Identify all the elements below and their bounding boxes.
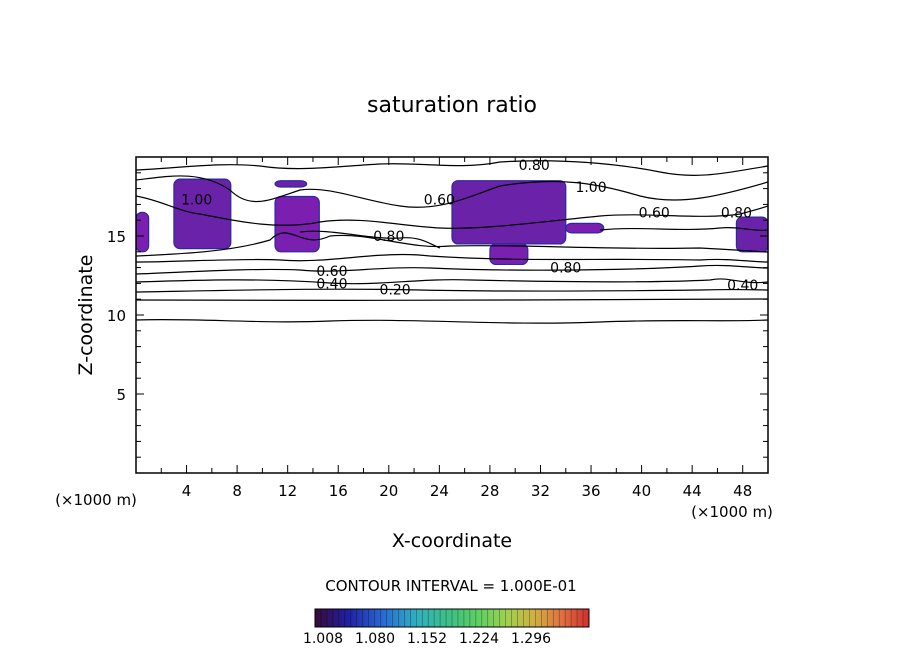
contour-line: [136, 318, 768, 324]
x-tick-label: 44: [683, 482, 702, 500]
x-tick-label: 48: [733, 482, 752, 500]
x-tick-label: 32: [531, 482, 550, 500]
contour-line: [136, 232, 768, 257]
colorbar-tick-label: 1.224: [459, 631, 499, 647]
contour-label: 0.20: [380, 283, 411, 299]
x-axis-label: X-coordinate: [392, 530, 512, 552]
colorbar-ticks: 1.008 1.080 1.152 1.224 1.296: [303, 631, 551, 647]
contour-line: [136, 264, 768, 275]
x-tick-label: 24: [430, 482, 449, 500]
chart-title: saturation ratio: [367, 93, 537, 118]
y-axis-label: Z-coordinate: [75, 255, 97, 376]
x-tick-label: 4: [182, 482, 192, 500]
x-unit-label: (×1000 m): [691, 503, 773, 521]
contour-label: 0.40: [727, 278, 758, 294]
contour-label: 1.00: [181, 193, 212, 209]
shaded-region: [489, 243, 529, 266]
contour-label: 0.60: [639, 205, 670, 221]
contour-label: 0.80: [373, 229, 404, 245]
contour-interval-text: CONTOUR INTERVAL = 1.000E-01: [325, 577, 576, 595]
colorbar-tick-label: 1.296: [511, 631, 551, 647]
x-tick-label: 36: [581, 482, 600, 500]
contour-label: 0.40: [316, 276, 347, 292]
colorbar-stripes: [320, 609, 584, 627]
shaded-region: [274, 195, 320, 253]
colorbar-tick-label: 1.080: [355, 631, 395, 647]
shaded-region: [136, 211, 150, 253]
contour-label: 0.80: [721, 205, 752, 221]
y-tick-label: 10: [107, 307, 126, 325]
contour-line: [136, 160, 768, 176]
y-axis-ticks: 5 10 15: [107, 172, 768, 458]
contour-label: 0.80: [550, 261, 581, 277]
y-tick-label: 15: [107, 228, 126, 246]
contour-line: [136, 175, 768, 208]
contour-labels: 0.801.001.00 0.600.60 0.800.800.800.600.40…: [181, 158, 758, 299]
colorbar: 1.008 1.080 1.152 1.224 1.296: [303, 608, 590, 647]
x-tick-label: 8: [232, 482, 242, 500]
contour-label: 0.60: [424, 193, 455, 209]
contour-label: 0.80: [519, 158, 550, 174]
contour-label: 0.60: [316, 264, 347, 280]
shaded-region: [451, 180, 567, 245]
shaded-region: [274, 180, 308, 188]
colorbar-tick-label: 1.008: [303, 631, 343, 647]
x-tick-label: 12: [278, 482, 297, 500]
contour-lines: [136, 160, 768, 324]
contour-line: [136, 195, 768, 229]
contour-line: [136, 288, 768, 293]
z-unit-label: (×1000 m): [55, 491, 137, 509]
y-tick-label: 5: [116, 386, 126, 404]
contour-line: [299, 230, 441, 249]
contour-label: 1.00: [575, 180, 606, 196]
x-tick-label: 40: [632, 482, 651, 500]
shaded-region: [565, 222, 605, 234]
x-axis-ticks: 4 8 12 16 20 24 28 32 36 40 44 48: [160, 157, 752, 500]
colorbar-tick-label: 1.152: [407, 631, 447, 647]
contour-line: [136, 278, 768, 285]
contour-line: [136, 253, 768, 263]
x-tick-label: 28: [480, 482, 499, 500]
colorbar-ramp: [314, 608, 590, 628]
x-tick-label: 20: [379, 482, 398, 500]
contour-line: [599, 226, 768, 232]
shaded-region: [735, 216, 768, 253]
contour-line: [136, 298, 768, 302]
x-tick-label: 16: [329, 482, 348, 500]
